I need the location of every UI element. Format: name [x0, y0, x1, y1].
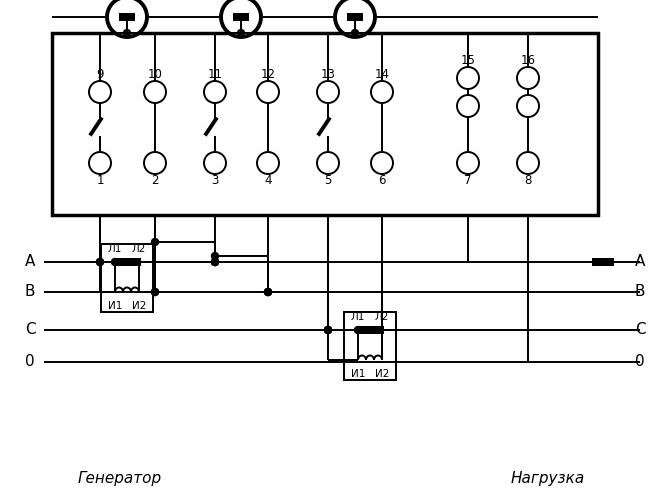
Circle shape [265, 288, 271, 296]
Text: 3: 3 [211, 175, 218, 187]
Circle shape [457, 67, 479, 89]
Circle shape [324, 327, 332, 334]
Text: И2: И2 [375, 369, 389, 379]
FancyBboxPatch shape [101, 244, 153, 312]
Circle shape [324, 327, 332, 334]
Text: Нагрузка: Нагрузка [511, 470, 585, 486]
Text: 13: 13 [320, 67, 336, 81]
Text: И1: И1 [108, 301, 122, 311]
Text: Л2: Л2 [132, 244, 146, 254]
Circle shape [89, 81, 111, 103]
Circle shape [204, 152, 226, 174]
Text: 6: 6 [379, 175, 386, 187]
Circle shape [204, 81, 226, 103]
Circle shape [221, 0, 261, 37]
Text: B: B [634, 284, 645, 300]
Circle shape [89, 152, 111, 174]
FancyBboxPatch shape [233, 13, 249, 21]
Circle shape [237, 30, 245, 36]
Circle shape [517, 152, 539, 174]
Text: Л1: Л1 [108, 244, 122, 254]
Circle shape [257, 152, 279, 174]
Text: 0: 0 [25, 355, 35, 369]
Circle shape [144, 152, 166, 174]
FancyBboxPatch shape [344, 312, 396, 380]
Text: A: A [634, 254, 645, 270]
Text: Л1: Л1 [351, 312, 365, 322]
Text: И1: И1 [351, 369, 365, 379]
Text: 5: 5 [324, 175, 332, 187]
Circle shape [324, 327, 332, 334]
Circle shape [265, 288, 271, 296]
Circle shape [107, 0, 147, 37]
Text: C: C [634, 322, 645, 338]
Circle shape [144, 81, 166, 103]
Circle shape [335, 0, 375, 37]
Text: 16: 16 [521, 54, 535, 66]
Text: 15: 15 [460, 54, 476, 66]
Circle shape [371, 152, 393, 174]
Text: A: A [25, 254, 36, 270]
Circle shape [517, 67, 539, 89]
Circle shape [212, 258, 218, 266]
Circle shape [371, 81, 393, 103]
Circle shape [257, 81, 279, 103]
Circle shape [151, 239, 159, 246]
Text: 1: 1 [96, 175, 104, 187]
Text: 14: 14 [375, 67, 389, 81]
Text: 2: 2 [151, 175, 159, 187]
Circle shape [517, 95, 539, 117]
Circle shape [352, 30, 358, 36]
Text: 4: 4 [264, 175, 272, 187]
Circle shape [123, 30, 131, 36]
Circle shape [151, 288, 159, 296]
Text: Л2: Л2 [375, 312, 389, 322]
Text: 9: 9 [96, 67, 104, 81]
Circle shape [111, 258, 119, 266]
Text: 12: 12 [261, 67, 275, 81]
Text: B: B [25, 284, 36, 300]
Circle shape [317, 81, 339, 103]
Circle shape [265, 288, 271, 296]
Text: C: C [25, 322, 36, 338]
Text: 7: 7 [464, 175, 472, 187]
FancyBboxPatch shape [356, 326, 384, 334]
Text: 10: 10 [147, 67, 162, 81]
Circle shape [317, 152, 339, 174]
Text: И2: И2 [132, 301, 146, 311]
Circle shape [96, 258, 103, 266]
Circle shape [96, 258, 103, 266]
Circle shape [457, 95, 479, 117]
Circle shape [354, 327, 362, 334]
Circle shape [212, 258, 218, 266]
FancyBboxPatch shape [113, 258, 141, 266]
FancyBboxPatch shape [592, 258, 614, 266]
Circle shape [212, 252, 218, 259]
Text: Генератор: Генератор [78, 470, 162, 486]
FancyBboxPatch shape [52, 33, 598, 215]
FancyBboxPatch shape [347, 13, 363, 21]
Text: 11: 11 [208, 67, 222, 81]
FancyBboxPatch shape [119, 13, 135, 21]
Circle shape [212, 258, 218, 266]
Circle shape [457, 152, 479, 174]
Circle shape [151, 288, 159, 296]
Text: 8: 8 [525, 175, 532, 187]
Text: 0: 0 [635, 355, 645, 369]
